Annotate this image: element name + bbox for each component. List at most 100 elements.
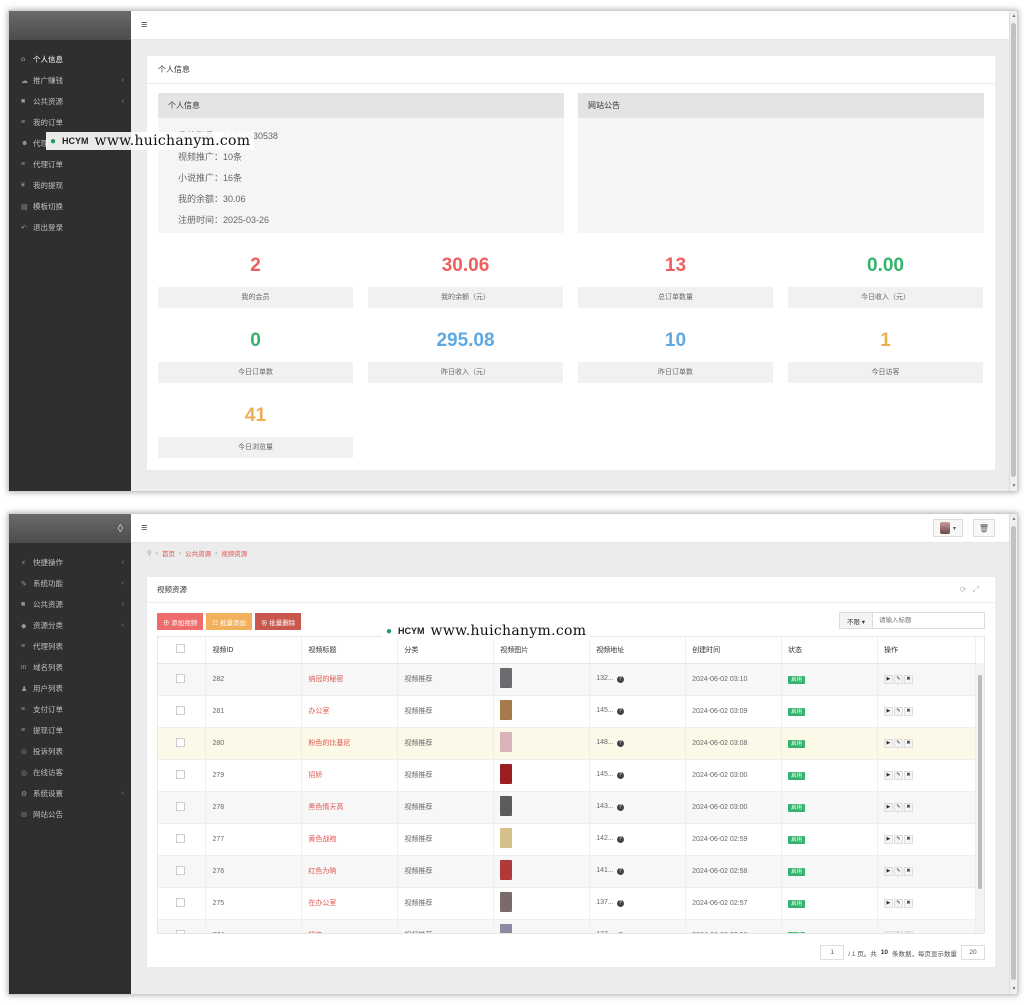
delete-icon[interactable]: ✖ [903,930,913,933]
sidebar-item[interactable]: ■ 公共资源 ‹ [9,91,131,112]
play-icon[interactable]: ▶ [883,738,893,748]
video-thumbnail[interactable] [500,700,513,720]
row-checkbox[interactable] [176,705,185,715]
delete-icon[interactable]: ✖ [903,898,913,908]
video-title[interactable]: 办公室 [308,708,330,715]
edit-icon[interactable]: ✎ [893,706,903,716]
sidebar-item[interactable]: ▤ 模板切换 [9,196,131,217]
edit-icon[interactable]: ✎ [893,802,903,812]
question-icon[interactable]: ? [616,676,624,683]
search-input[interactable] [873,612,985,629]
edit-icon[interactable]: ✎ [893,930,903,933]
row-checkbox[interactable] [176,833,185,843]
window-scrollbar[interactable]: ▲ ▼ [1009,514,1017,994]
edit-icon[interactable]: ✎ [893,738,903,748]
row-checkbox[interactable] [176,769,185,779]
category-select[interactable]: 不限 ▾ [839,612,873,629]
status-badge[interactable]: 启用 [788,676,806,684]
batch-add-button[interactable]: ☷ 批量添加 [206,613,252,630]
delete-icon[interactable]: ✖ [903,834,913,844]
delete-icon[interactable]: ✖ [903,802,913,812]
table-scrollbar-thumb[interactable] [978,675,982,889]
table-scrollbar[interactable] [976,663,984,933]
sidebar-item[interactable]: ☻ 代理 [9,133,131,154]
video-thumbnail[interactable] [500,732,513,752]
sidebar-item[interactable]: ⚙ 系统设置 ‹ [9,783,131,804]
status-badge[interactable]: 启用 [788,740,806,748]
video-title[interactable]: 招商 [308,932,322,933]
delete-icon[interactable]: ✖ [903,770,913,780]
breadcrumb-video-resources[interactable]: 视频资源 [221,551,248,558]
delete-icon[interactable]: ✖ [903,866,913,876]
video-thumbnail[interactable] [500,796,513,816]
video-title[interactable]: 粉色的比基尼 [308,740,351,747]
sidebar-item[interactable]: ✎ 系统功能 ‹ [9,573,131,594]
sidebar-item[interactable]: ≡ 提现订单 [9,720,131,741]
sidebar-item[interactable]: ✉ 网站公告 [9,804,131,825]
sidebar-item[interactable]: ◆ 资源分类 ‹ [9,615,131,636]
refresh-icon[interactable]: ⟳ [959,584,973,594]
play-icon[interactable]: ▶ [883,834,893,844]
question-icon[interactable]: ? [616,708,624,715]
status-badge[interactable]: 启用 [788,868,806,876]
batch-delete-button[interactable]: ⊗ 批量删除 [254,613,302,630]
video-thumbnail[interactable] [500,668,513,688]
question-icon[interactable]: ? [616,836,624,843]
sidebar-item[interactable]: ⊙ 投诉列表 [9,741,131,762]
play-icon[interactable]: ▶ [883,930,893,933]
edit-icon[interactable]: ✎ [893,898,903,908]
select-all-header[interactable] [158,637,207,664]
play-icon[interactable]: ▶ [883,866,893,876]
delete-icon[interactable]: ✖ [903,674,913,684]
video-title[interactable]: 纳冠的秘密 [308,676,344,683]
status-badge[interactable]: 启用 [788,772,806,780]
table-row[interactable]: 275 在办公室 视频推荐 137...? 2024-06-02 02:57 启用 ▶ ✎ ✖ [158,887,977,920]
row-checkbox[interactable] [176,801,185,811]
video-thumbnail[interactable] [500,764,513,784]
edit-icon[interactable]: ✎ [893,834,903,844]
sidebar-item[interactable]: ↶ 退出登录 [9,217,131,238]
sidebar-item[interactable]: in 域名列表 [9,657,131,678]
menu-toggle-icon[interactable]: ≡ [141,522,148,534]
clear-cache-button[interactable]: 🗑 [973,519,995,537]
sidebar-item[interactable]: ☁ 推广赚钱 ‹ [9,70,131,91]
table-row[interactable]: 282 纳冠的秘密 视频推荐 132...? 2024-06-02 03:10 启用 ▶ ✎ ✖ [158,663,977,696]
table-row[interactable]: 280 粉色的比基尼 视频推荐 148...? 2024-06-02 03:08 启用 ▶ ✎… [158,727,977,760]
sidebar-item[interactable]: ≡ 我的订单 [9,112,131,133]
fullscreen-icon[interactable]: ⤢ [972,584,985,594]
scrollbar-thumb[interactable] [1011,526,1016,980]
delete-icon[interactable]: ✖ [903,738,913,748]
edit-icon[interactable]: ✎ [893,770,903,780]
breadcrumb-home[interactable]: 首页 [161,551,175,558]
table-row[interactable]: 274招商视频推荐137...?2024-06-02 02:56启用▶✎✖ [158,919,977,933]
row-checkbox[interactable] [176,865,185,875]
question-icon[interactable]: ? [616,772,624,779]
scrollbar-thumb[interactable] [1011,23,1016,477]
window-scrollbar[interactable]: ▲ ▼ [1009,11,1017,491]
sidebar-item[interactable]: ≡ 支付订单 [9,699,131,720]
scroll-up-icon[interactable]: ▲ [1011,13,1017,19]
menu-toggle-icon[interactable]: ≡ [141,19,148,31]
status-badge[interactable]: 启用 [788,708,806,716]
video-title[interactable]: 在办公室 [308,900,337,907]
status-badge[interactable]: 启用 [788,804,806,812]
question-icon[interactable]: ? [616,932,624,933]
sidebar-item[interactable]: ■ 公共资源 ‹ [9,594,131,615]
sidebar-item[interactable]: ¥ 我的提现 [9,175,131,196]
sidebar-item[interactable]: ⌂ 个人信息 [9,49,131,70]
table-row[interactable]: 277 黄色战袍 视频推荐 142...? 2024-06-02 02:59 启用 ▶ ✎ ✖ [158,823,977,856]
question-icon[interactable]: ? [616,868,624,875]
per-page-input[interactable]: 20 [961,945,985,960]
sidebar-item[interactable]: ♟ 用户列表 [9,678,131,699]
play-icon[interactable]: ▶ [883,706,893,716]
user-menu[interactable]: ▾ [933,519,963,537]
select-all-checkbox[interactable] [176,644,185,654]
delete-icon[interactable]: ✖ [903,706,913,716]
video-thumbnail[interactable] [500,892,513,912]
scroll-down-icon[interactable]: ▼ [1011,483,1017,489]
question-icon[interactable]: ? [616,804,624,811]
table-row[interactable]: 281 办公室 视频推荐 145...? 2024-06-02 03:09 启用 ▶ ✎ ✖ [158,695,977,728]
video-title[interactable]: 黄色战袍 [308,836,337,843]
table-row[interactable]: 276 红色为晌 视频推荐 141...? 2024-06-02 02:58 启用 ▶ ✎ ✖ [158,855,977,888]
sidebar-item[interactable]: ⚡ 快捷操作 ‹ [9,552,131,573]
